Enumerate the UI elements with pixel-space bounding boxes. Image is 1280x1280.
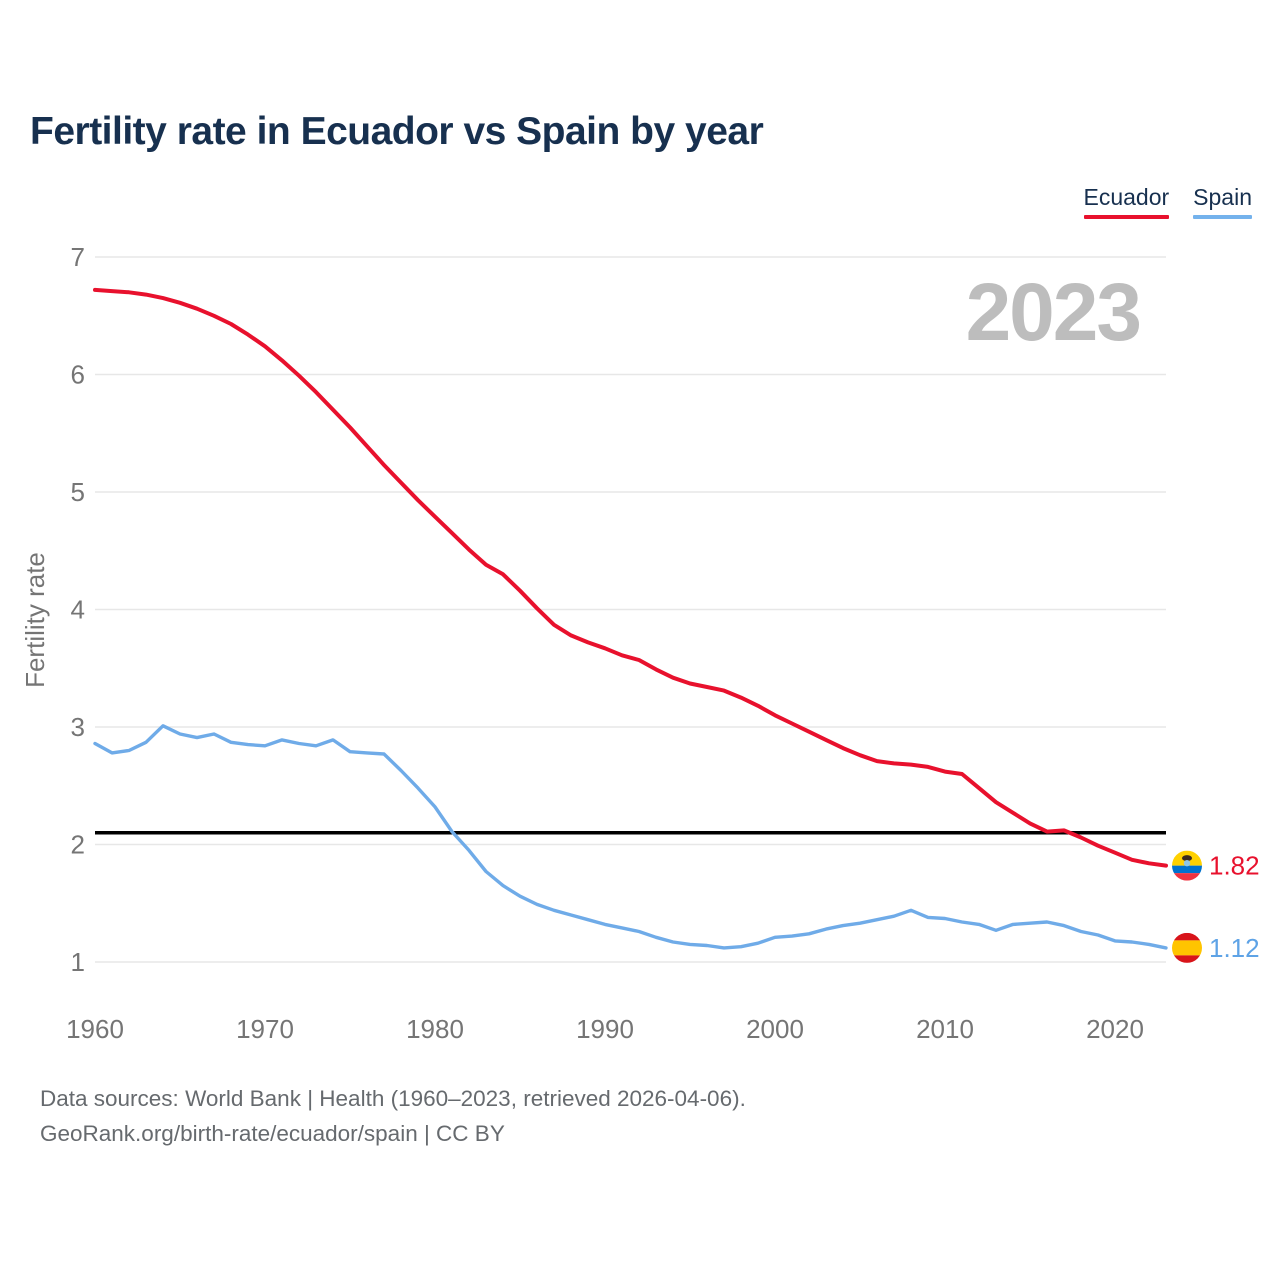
y-tick-5: 5 — [71, 477, 85, 507]
y-tick-3: 3 — [71, 712, 85, 742]
spain-line — [93, 724, 1168, 950]
footer: Data sources: World Bank | Health (1960–… — [40, 1082, 746, 1152]
x-tick-1970: 1970 — [236, 1014, 294, 1044]
legend-underline-spain — [1193, 215, 1252, 219]
x-tick-2010: 2010 — [916, 1014, 974, 1044]
ecuador-line — [93, 287, 1168, 868]
y-tick-4: 4 — [71, 595, 85, 625]
spain-flag-icon — [1172, 932, 1202, 963]
legend-label-spain: Spain — [1193, 184, 1252, 210]
legend-label-ecuador: Ecuador — [1083, 184, 1170, 210]
footer-attribution: GeoRank.org/birth-rate/ecuador/spain | C… — [40, 1120, 505, 1146]
ecuador-flag-icon — [1172, 850, 1202, 881]
page-title: Fertility rate in Ecuador vs Spain by ye… — [30, 110, 764, 153]
y-tick-7: 7 — [71, 242, 85, 272]
x-tick-1980: 1980 — [406, 1014, 464, 1044]
y-tick-6: 6 — [71, 360, 85, 390]
watermark-year: 2023 — [965, 267, 1142, 358]
y-axis-title: Fertility rate — [20, 552, 50, 688]
legend-item-ecuador[interactable]: Ecuador — [1083, 184, 1170, 219]
plot-area: 1 2 3 4 5 6 7 1960 1970 1980 1990 2000 2010 2020 — [66, 242, 1168, 1044]
x-tick-1990: 1990 — [576, 1014, 634, 1044]
y-tick-1: 1 — [71, 947, 85, 977]
x-tick-2020: 2020 — [1086, 1014, 1144, 1044]
y-tick-2: 2 — [71, 830, 85, 860]
ecuador-end-value: 1.82 — [1209, 851, 1260, 881]
legend-underline-ecuador — [1083, 215, 1170, 219]
footer-sources: Data sources: World Bank | Health (1960–… — [40, 1086, 746, 1111]
x-tick-1960: 1960 — [66, 1014, 124, 1044]
x-tick-2000: 2000 — [746, 1014, 804, 1044]
legend: Ecuador Spain — [1083, 184, 1252, 219]
spain-end-value: 1.12 — [1209, 933, 1260, 963]
legend-item-spain[interactable]: Spain — [1193, 184, 1252, 219]
